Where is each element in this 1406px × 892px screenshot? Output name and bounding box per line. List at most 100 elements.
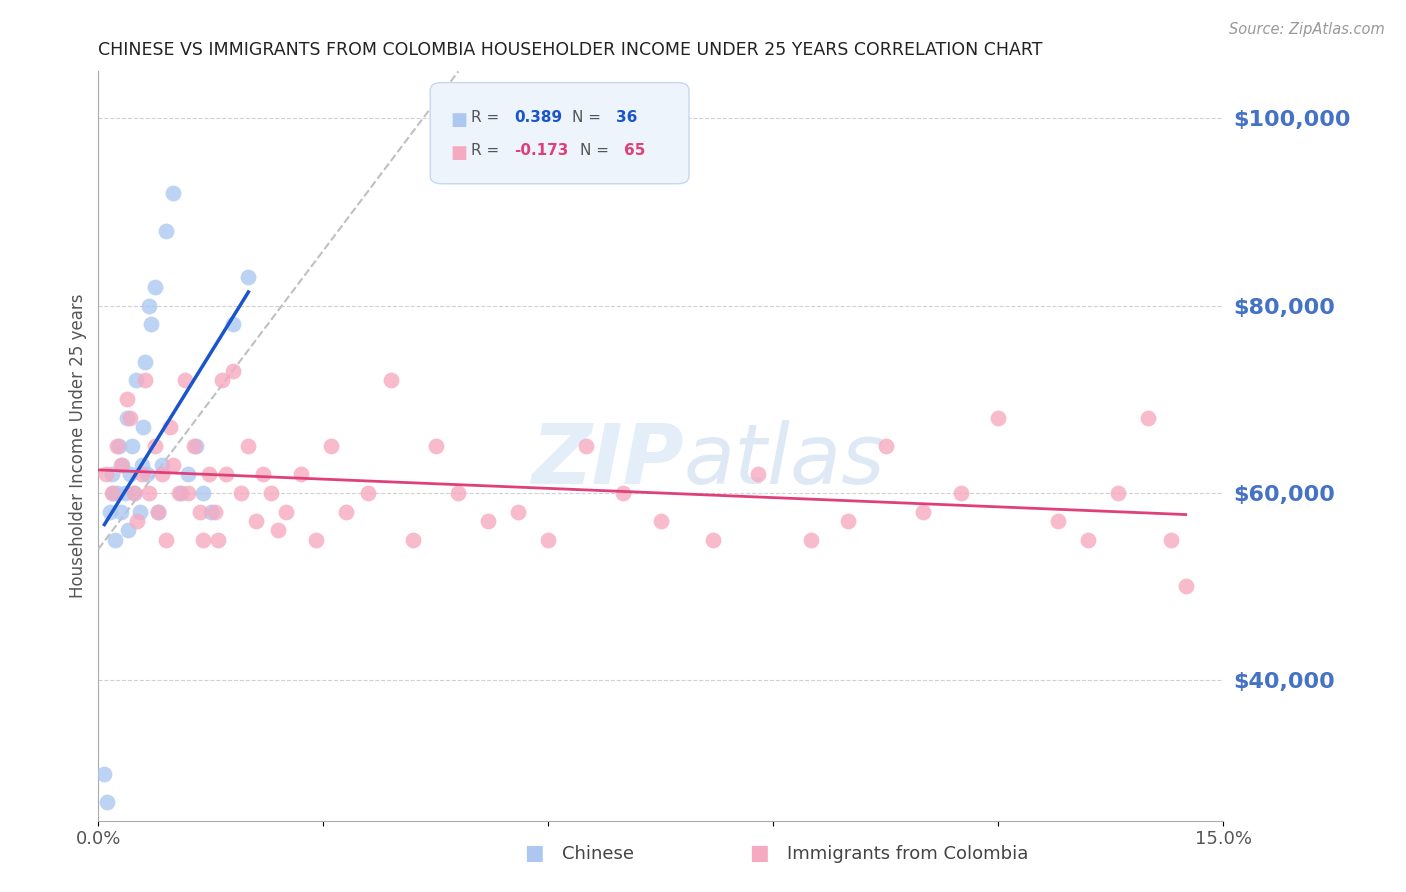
Point [188,505,211,519]
Point [162,186,184,201]
Point [204,505,226,519]
Point [150,458,173,472]
Point [136,467,159,482]
Point [875,439,897,453]
Point [173,374,195,388]
Point [222,364,245,378]
Point [143,280,166,294]
Text: Source: ZipAtlas.com: Source: ZipAtlas.com [1229,22,1385,37]
Text: 36: 36 [616,110,637,125]
Point [949,486,972,500]
Point [118,467,141,482]
Point [1077,533,1099,547]
Text: atlas: atlas [683,420,884,501]
Point [319,439,342,453]
Point [148,505,170,519]
Point [252,467,274,482]
Point [134,355,156,369]
Point [650,514,672,528]
Point [125,374,148,388]
Point [1047,514,1070,528]
Point [96,795,118,809]
Point [103,486,125,500]
Point [93,767,115,781]
Point [267,523,290,537]
Point [177,486,200,500]
Point [170,486,193,500]
Point [155,224,177,238]
Point [138,298,160,313]
Point [139,317,162,331]
Point [335,505,357,519]
Point [115,392,138,407]
Point [200,505,222,519]
Point [1107,486,1129,500]
Point [117,523,139,537]
Text: N =: N = [579,143,613,158]
Point [1137,411,1160,425]
Text: Chinese: Chinese [562,846,634,863]
Point [108,439,131,453]
Point [912,505,935,519]
Y-axis label: Householder Income Under 25 years: Householder Income Under 25 years [69,293,87,599]
Point [110,505,132,519]
Point [159,420,181,434]
Point [111,458,134,472]
Point [110,458,132,472]
Point [747,467,769,482]
Point [575,439,598,453]
Point [1174,580,1197,594]
Text: R =: R = [471,143,503,158]
Text: ■: ■ [450,144,467,162]
Text: ■: ■ [749,844,769,863]
Point [131,467,153,482]
Point [260,486,283,500]
Point [105,439,128,453]
Point [1160,533,1182,547]
Point [150,467,173,482]
Point [98,505,121,519]
Point [155,533,177,547]
Point [105,486,128,500]
Point [357,486,380,500]
Point [402,533,425,547]
Text: -0.173: -0.173 [515,143,569,158]
Point [274,505,297,519]
Point [193,486,215,500]
Point [305,533,328,547]
Point [508,505,530,519]
Point [148,505,170,519]
Point [124,486,146,500]
Point [290,467,312,482]
Point [207,533,229,547]
Point [114,486,136,500]
Point [177,467,200,482]
Point [162,458,184,472]
Point [184,439,207,453]
Point [101,467,124,482]
Point [193,533,215,547]
Text: N =: N = [572,110,606,125]
Text: R =: R = [471,110,503,125]
Point [987,411,1010,425]
Point [211,374,233,388]
Text: Immigrants from Colombia: Immigrants from Colombia [787,846,1029,863]
Point [143,439,166,453]
Point [238,270,260,285]
Point [198,467,221,482]
Point [115,411,138,425]
Point [612,486,634,500]
Point [537,533,560,547]
Point [169,486,191,500]
Point [138,486,160,500]
Point [101,486,124,500]
Point [128,505,150,519]
Text: ■: ■ [450,112,467,129]
Point [124,486,146,500]
Point [127,514,149,528]
Point [131,458,153,472]
Point [104,533,127,547]
Text: 0.389: 0.389 [515,110,562,125]
Point [477,514,499,528]
Point [425,439,447,453]
